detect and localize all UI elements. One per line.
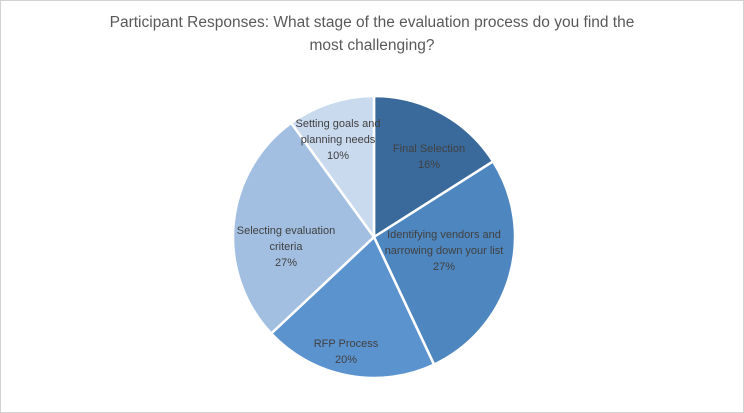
slice-category-text: Selecting evaluation criteria	[236, 225, 336, 254]
chart-title: Participant Responses: What stage of the…	[109, 14, 635, 55]
slice-percentage-text: 27%	[432, 260, 456, 273]
slice-label-final-selection: Final Selection 16%	[374, 142, 484, 174]
slice-label-identifying-vendors: Identifying vendors and narrowing down y…	[363, 228, 525, 276]
slice-label-setting-goals: Setting goals and planning needs 10%	[293, 117, 383, 165]
pie-slice-identifying-vendors	[372, 160, 517, 366]
slice-label-rfp-process: RFP Process 20%	[286, 337, 406, 369]
slice-percentage-text: 10%	[326, 149, 350, 162]
slice-category-text: Identifying vendors and narrowing down y…	[384, 229, 504, 258]
pie-slice-setting-goals	[289, 94, 376, 239]
pie-slice-rfp-process	[269, 235, 436, 380]
slice-percentage-text: 20%	[334, 354, 358, 366]
slice-category-text: RFP Process	[313, 338, 379, 351]
slice-percentage-text: 16%	[417, 159, 441, 171]
slice-percentage-text: 27%	[274, 256, 298, 269]
slice-category-text: Final Selection	[392, 143, 466, 156]
pie-slice-selecting-criteria	[231, 121, 376, 335]
slice-label-selecting-criteria: Selecting evaluation criteria 27%	[220, 224, 352, 272]
slice-category-text: Setting goals and planning needs	[295, 118, 381, 147]
pie-slice-final-selection	[372, 94, 495, 239]
